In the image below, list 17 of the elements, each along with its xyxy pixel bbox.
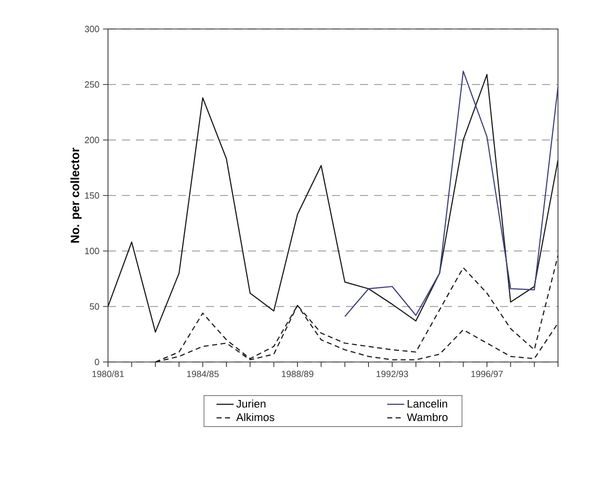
legend-label: Lancelin [408,400,448,408]
x-tick-label: 1992/93 [376,370,408,378]
y-tick-label: 50 [90,303,100,310]
y-tick-label: 150 [85,192,100,199]
legend-label: Jurien [236,400,266,408]
y-tick-label: 200 [84,136,100,144]
x-tick-label: 1988/89 [282,370,314,378]
y-tick-label: 250 [84,81,100,88]
legend-label: Wambro [406,413,448,422]
y-axis-title: No. per collector [70,148,82,243]
y-tick-label: 0 [94,358,100,366]
x-tick-label: 1980/81 [92,370,124,378]
x-tick-label: 1996/97 [471,370,503,378]
y-tick-label: 100 [85,248,100,254]
y-tick-label: 300 [84,26,100,32]
legend-label: Alkimos [236,413,274,422]
x-tick-label: 1984/85 [187,370,219,378]
